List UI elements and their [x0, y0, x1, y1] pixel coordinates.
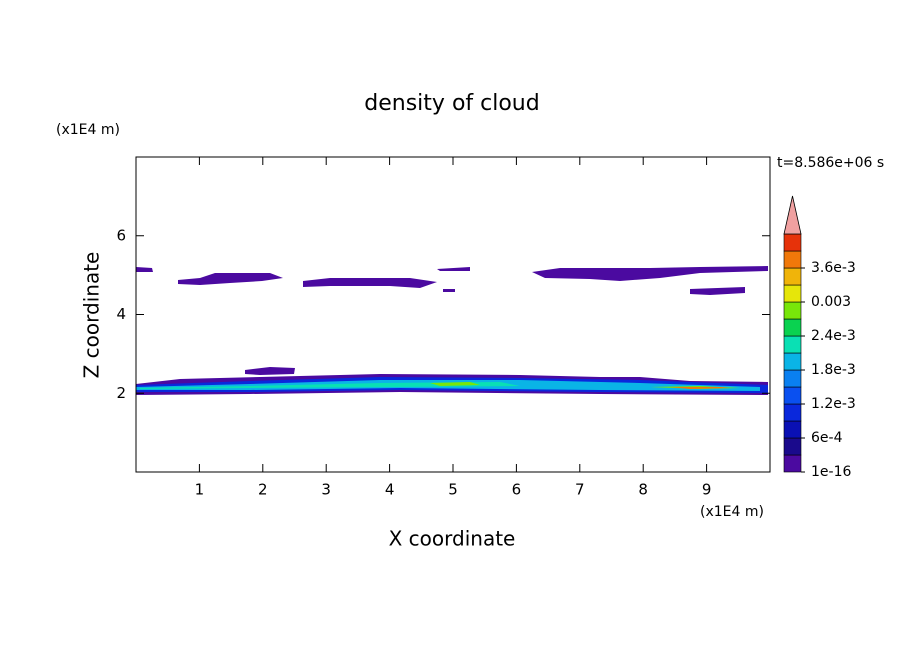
colorbar-tick-label: 1.2e-3 [811, 396, 856, 412]
colorbar-level [783, 369, 802, 388]
colorbar-tick-label: 1.8e-3 [811, 362, 856, 378]
colorbar-extension [783, 195, 802, 235]
colorbar-level [783, 420, 802, 439]
x-tick-label: 3 [321, 481, 331, 499]
y-tick-label: 6 [116, 226, 126, 244]
colorbar-level [783, 301, 802, 320]
colorbar-tick-label: 3.6e-3 [811, 260, 856, 276]
colorbar-level [783, 386, 802, 405]
colorbar-level [783, 437, 802, 456]
x-tick-label: 8 [638, 481, 648, 499]
colorbar-level [783, 454, 802, 473]
colorbar-level [783, 250, 802, 269]
y-tick-label: 2 [116, 384, 126, 402]
chart-title: density of cloud [364, 91, 539, 116]
x-tick-label: 5 [448, 481, 458, 499]
y-tick-label: 4 [116, 305, 126, 323]
x-axis-label: X coordinate [389, 527, 516, 551]
cloud-contours [136, 266, 768, 395]
x-tick-label: 1 [195, 481, 205, 499]
colorbar-tick-label: 1e-16 [811, 464, 851, 480]
colorbar-level [783, 318, 802, 337]
colorbar-level [783, 403, 802, 422]
colorbar-level [783, 284, 802, 303]
x-tick-label: 9 [702, 481, 712, 499]
y-unit: (x1E4 m) [56, 122, 120, 138]
y-axis-label: Z coordinate [80, 252, 104, 379]
colorbar-tick-label: 6e-4 [811, 430, 843, 446]
time-label: t=8.586e+06 s [777, 155, 884, 171]
x-unit: (x1E4 m) [700, 504, 764, 520]
colorbar-level [783, 352, 802, 371]
x-tick-label: 7 [575, 481, 585, 499]
colorbar-tick-label: 2.4e-3 [811, 328, 856, 344]
colorbar-level [783, 335, 802, 354]
x-tick-label: 6 [512, 481, 522, 499]
colorbar-level [783, 233, 802, 252]
colorbar-tick-label: 0.003 [811, 294, 851, 310]
plot-frame [135, 156, 771, 473]
x-tick-label: 4 [385, 481, 395, 499]
colorbar-level [783, 267, 802, 286]
x-tick-label: 2 [258, 481, 268, 499]
